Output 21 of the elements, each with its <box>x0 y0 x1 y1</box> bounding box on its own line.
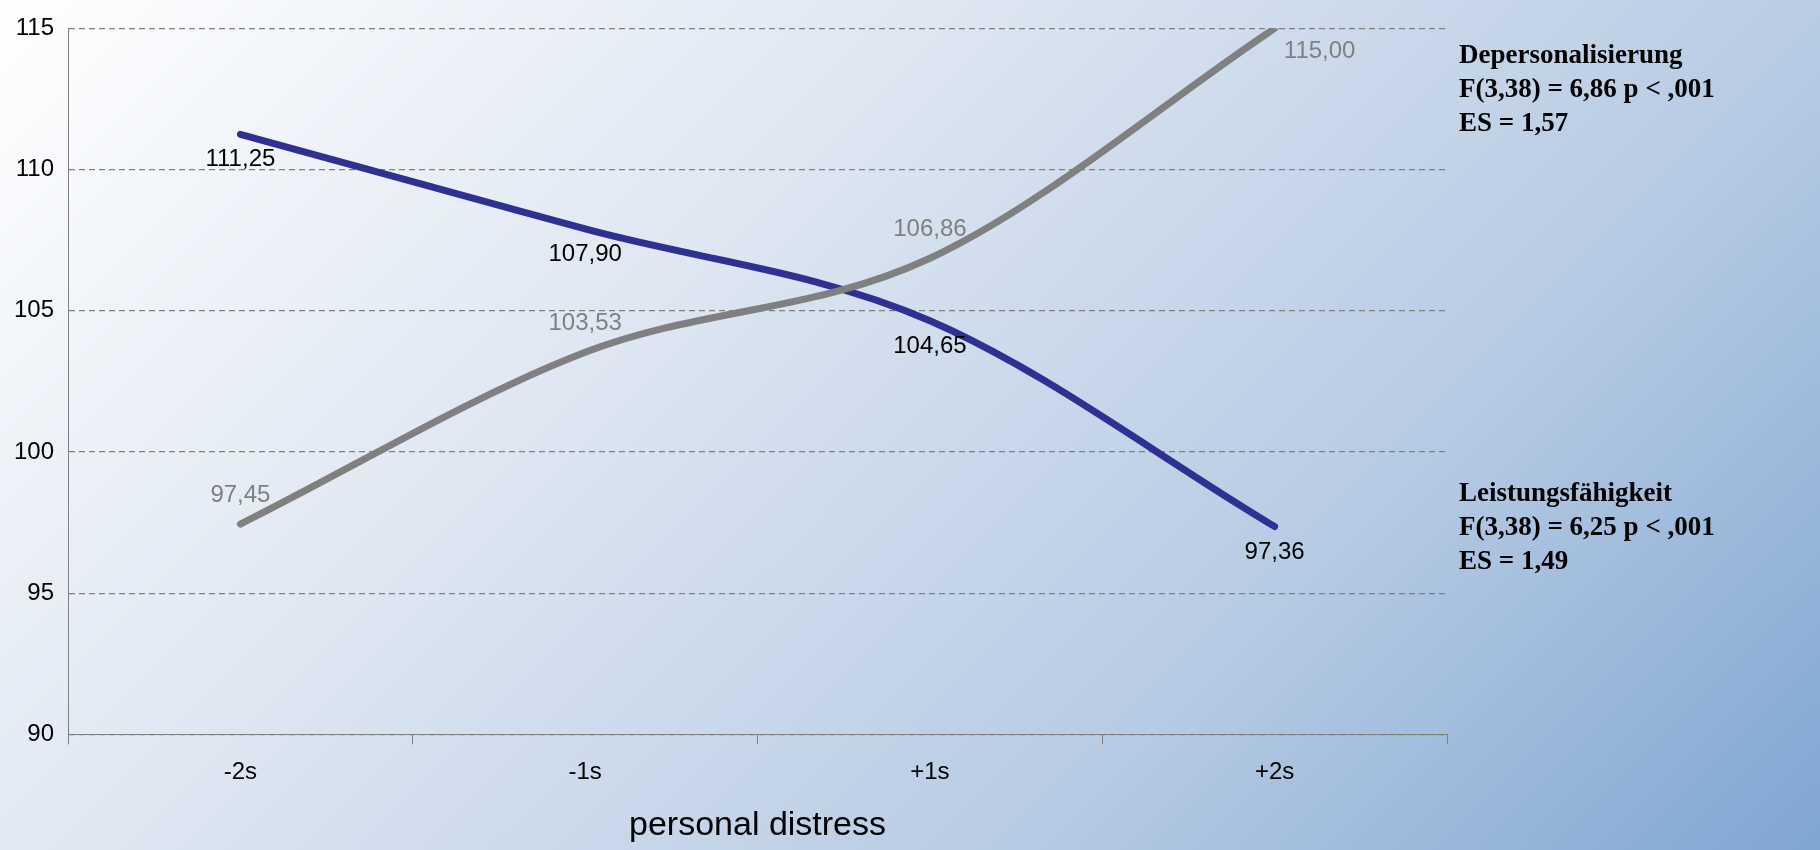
text: Leistungsfähigkeit F(3,38) = 6,25 p < ,001 ES = 1,49 <box>1459 477 1715 576</box>
data-label: 97,45 <box>210 480 271 508</box>
y-tick-label: 105 <box>14 295 55 323</box>
y-tick-label: 90 <box>27 719 55 747</box>
x-tick-label: +1s <box>910 757 950 785</box>
data-label: 107,90 <box>548 238 622 266</box>
x-tick-label: -2s <box>223 757 258 785</box>
x-tick-label: +2s <box>1254 757 1295 785</box>
x-axis-title: personal distress <box>629 803 887 842</box>
y-tick-label: 115 <box>15 13 55 41</box>
y-tick-label: 110 <box>15 154 55 182</box>
text: Depersonalisierung F(3,38) = 6,86 p < ,001 ES = 1,57 <box>1459 39 1715 138</box>
data-label: 111,25 <box>205 144 276 172</box>
data-label: 104,65 <box>893 330 967 358</box>
data-label: 115,00 <box>1283 36 1356 64</box>
x-tick-label: -1s <box>568 757 602 785</box>
data-label: 97,36 <box>1244 536 1305 564</box>
data-label: 103,53 <box>548 308 622 336</box>
y-tick-label: 100 <box>14 436 55 464</box>
data-label: 106,86 <box>893 214 967 242</box>
y-tick-label: 95 <box>27 577 55 605</box>
